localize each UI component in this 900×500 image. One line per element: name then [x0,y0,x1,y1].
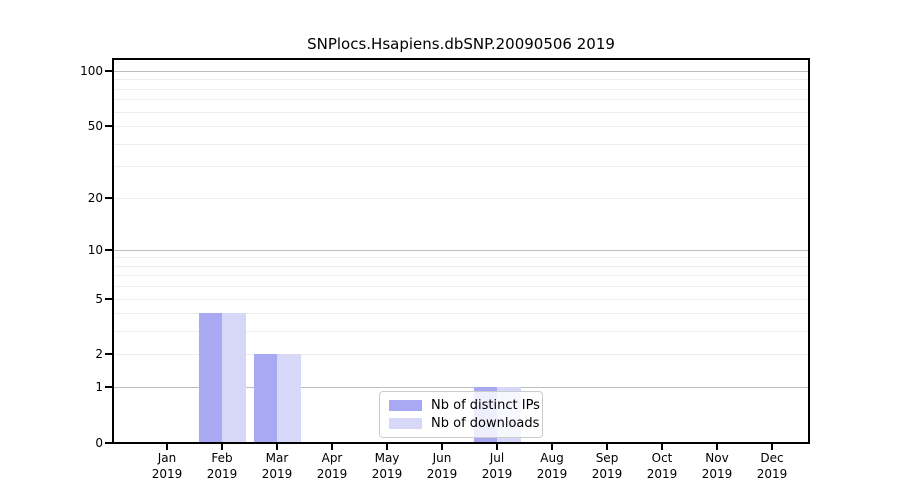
gridline-y-90 [113,79,809,81]
y-tick-5 [105,297,112,300]
x-label-month: May [374,451,400,465]
y-tick-1 [105,386,112,389]
x-tick-label-feb: Feb 2019 [194,451,250,482]
y-tick-20 [105,196,112,199]
bar-downloads-mar [277,354,301,443]
x-tick-label-nov: Nov 2019 [689,451,745,482]
x-tick-label-oct: Oct 2019 [634,451,690,482]
x-tick-feb [221,444,223,450]
x-tick-jul [496,444,498,450]
x-tick-aug [551,444,553,450]
gridline-y-6 [113,286,809,288]
x-tick-label-dec: Dec 2019 [744,451,800,482]
gridline-y-80 [113,88,809,90]
gridline-y-4 [113,313,809,315]
gridline-y-3 [113,331,809,333]
x-label-month: Jul [489,451,505,465]
x-label-year: 2019 [701,466,733,481]
legend-item-downloads: Nb of downloads [389,416,539,431]
x-label-month: Oct [651,451,673,465]
x-tick-jun [441,444,443,450]
x-label-year: 2019 [316,466,348,481]
x-tick-oct [661,444,663,450]
x-label-year: 2019 [756,466,788,481]
x-label-month: Jan [157,451,177,465]
legend: Nb of distinct IPs Nb of downloads [379,391,543,438]
gridline-y-5 [113,298,809,300]
x-tick-sep [606,444,608,450]
gridline-y-10 [113,249,809,251]
x-tick-label-jul: Jul 2019 [469,451,525,482]
legend-label-distinct-ips: Nb of distinct IPs [431,398,540,413]
gridline-y-70 [113,99,809,101]
chart-title: SNPlocs.Hsapiens.dbSNP.20090506 2019 [307,35,615,53]
legend-swatch-downloads [389,418,422,429]
x-tick-label-may: May 2019 [359,451,415,482]
legend-swatch-distinct-ips [389,400,422,411]
x-label-year: 2019 [646,466,678,481]
x-label-year: 2019 [426,466,458,481]
bar-downloads-feb [222,313,246,443]
gridline-y-20 [113,197,809,199]
x-label-year: 2019 [536,466,568,481]
x-tick-label-mar: Mar 2019 [249,451,305,482]
gridline-y-50 [113,126,809,127]
x-label-month: Aug [540,451,564,465]
y-tick-label-50: 50 [87,119,103,133]
x-tick-jan [166,444,168,450]
x-label-year: 2019 [151,466,183,481]
legend-label-downloads: Nb of downloads [431,416,540,431]
x-label-year: 2019 [371,466,403,481]
gridline-y-9 [113,257,809,259]
gridline-y-7 [113,275,809,277]
gridline-y-30 [113,166,809,168]
gridline-y-60 [113,111,809,113]
y-tick-label-2: 2 [95,347,103,362]
x-label-month: Dec [760,451,784,465]
x-tick-mar [276,444,278,450]
y-tick-label-100: 100 [80,63,103,78]
x-tick-apr [331,444,333,450]
y-tick-100 [105,69,112,72]
x-label-year: 2019 [261,466,293,481]
y-tick-2 [105,353,112,356]
y-tick-label-10: 10 [87,242,103,257]
x-label-month: Sep [595,451,619,465]
x-label-month: Jun [432,451,452,465]
y-tick-label-5: 5 [95,291,103,306]
x-tick-label-jan: Jan 2019 [139,451,195,482]
x-label-month: Nov [705,451,729,465]
x-tick-may [386,444,388,450]
x-tick-label-aug: Aug 2019 [524,451,580,482]
x-tick-label-sep: Sep 2019 [579,451,635,482]
y-tick-10 [105,248,112,251]
x-label-year: 2019 [481,466,513,481]
x-tick-nov [716,444,718,450]
gridline-y-1 [113,387,809,389]
x-label-month: Mar [265,451,289,465]
gridline-y-100 [113,70,809,72]
x-tick-label-jun: Jun 2019 [414,451,470,482]
x-label-year: 2019 [206,466,238,481]
y-tick-label-1: 1 [95,380,103,395]
bar-distinct-ips-feb [198,313,222,443]
x-label-month: Feb [211,451,233,465]
y-tick-0 [105,442,112,444]
x-tick-label-apr: Apr 2019 [304,451,360,482]
gridline-y-8 [113,265,809,267]
y-tick-label-20: 20 [87,190,103,205]
x-tick-dec [771,444,773,450]
x-label-year: 2019 [591,466,623,481]
x-label-month: Apr [321,451,343,465]
plot-area: 0 1 2 5 10 20 50 100 Jan 2019 Feb 2019 Mar 2019 Apr 201… [80,58,810,481]
gridline-y-40 [113,143,809,145]
gridline-y-2 [113,354,809,356]
legend-item-distinct-ips: Nb of distinct IPs [389,398,540,413]
y-tick-label-0: 0 [95,436,103,450]
y-tick-50 [105,125,112,127]
bar-distinct-ips-mar [253,354,277,443]
